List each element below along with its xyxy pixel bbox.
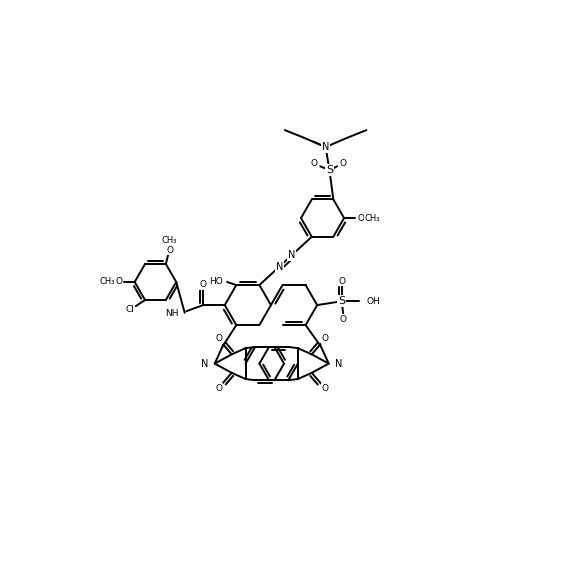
Text: O: O <box>200 280 207 289</box>
Text: O: O <box>116 277 123 286</box>
Text: O: O <box>340 160 347 169</box>
Text: NH: NH <box>165 309 179 318</box>
Text: CH₃: CH₃ <box>162 237 177 246</box>
Text: O: O <box>215 335 222 344</box>
Text: N: N <box>335 359 342 368</box>
Text: N: N <box>322 142 329 152</box>
Text: CH₃: CH₃ <box>365 213 380 222</box>
Text: O: O <box>321 384 328 393</box>
Text: S: S <box>326 165 333 175</box>
Text: S: S <box>338 296 345 306</box>
Text: O: O <box>166 246 173 255</box>
Text: HO: HO <box>209 277 222 286</box>
Text: CH₃: CH₃ <box>99 277 115 286</box>
Text: N: N <box>276 261 283 272</box>
Text: O: O <box>340 315 347 324</box>
Text: Cl: Cl <box>125 305 134 314</box>
Text: O: O <box>338 277 345 286</box>
Text: N: N <box>201 359 209 368</box>
Text: O: O <box>215 384 222 393</box>
Text: N: N <box>288 250 295 260</box>
Text: O: O <box>358 213 365 222</box>
Text: O: O <box>321 335 328 344</box>
Text: OH: OH <box>366 297 380 306</box>
Text: O: O <box>311 160 318 169</box>
